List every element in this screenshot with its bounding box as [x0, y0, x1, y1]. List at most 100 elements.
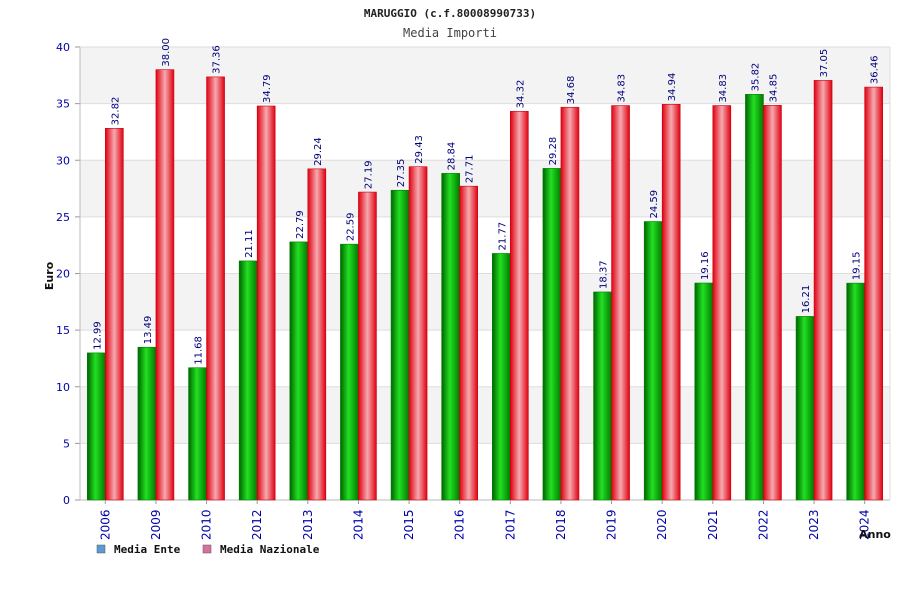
bar-media-nazionale-2021: [712, 105, 732, 501]
x-axis-ticks: 2006 2009 2010 2012 2013 2014 2015 2016 2017 2018…: [98, 500, 872, 540]
value-label-media-ente-2021: 19.16: [700, 251, 711, 280]
value-label-media-ente-2009: 13.49: [143, 316, 154, 345]
value-label-media-ente-2018: 29.28: [548, 137, 559, 166]
bar-media-nazionale-2010: [206, 76, 225, 501]
value-label-media-nazionale-2006: 32.82: [110, 97, 121, 126]
value-label-media-ente-2012: 21.11: [244, 229, 255, 258]
value-label-media-nazionale-2020: 34.94: [667, 73, 678, 102]
value-label-media-ente-2023: 16.21: [801, 285, 812, 314]
bar-media-ente-2017: [492, 253, 511, 501]
value-label-media-nazionale-2013: 29.24: [313, 137, 324, 166]
x-tick-label-2024: 2024: [858, 509, 872, 540]
value-label-media-ente-2006: 12.99: [92, 321, 103, 350]
value-label-media-ente-2024: 19.15: [852, 251, 863, 280]
x-tick-label-2023: 2023: [807, 509, 821, 540]
x-tick-label-2006: 2006: [98, 509, 112, 540]
y-tick-label: 5: [63, 437, 70, 450]
value-label-media-ente-2017: 21.77: [497, 222, 508, 251]
value-label-media-ente-2015: 27.35: [396, 159, 407, 188]
y-axis-label: Euro: [43, 261, 56, 290]
bar-media-ente-2019: [593, 291, 612, 501]
bar-media-ente-2020: [643, 221, 663, 501]
bar-media-ente-2015: [390, 189, 410, 501]
value-label-media-nazionale-2017: 34.32: [515, 80, 526, 109]
y-tick-label: 0: [63, 494, 70, 507]
x-tick-label-2022: 2022: [756, 509, 770, 540]
chart-subtitle: Media Importi: [403, 26, 497, 40]
value-label-media-nazionale-2018: 34.68: [566, 76, 577, 105]
legend-label-media-nazionale: Media Nazionale: [220, 543, 320, 556]
bars: [87, 69, 883, 501]
x-tick-label-2017: 2017: [503, 509, 517, 540]
chart-title: MARUGGIO (c.f.80008990733): [364, 7, 536, 20]
bar-media-nazionale-2013: [307, 168, 327, 501]
bar-media-nazionale-2014: [358, 191, 377, 501]
y-tick-label: 15: [56, 324, 70, 337]
bar-media-ente-2009: [137, 346, 157, 501]
legend: Media Ente Media Nazionale: [96, 543, 320, 556]
x-axis-label: Anno: [859, 528, 891, 541]
bar-media-ente-2012: [238, 260, 258, 501]
x-tick-label-2010: 2010: [200, 509, 214, 540]
value-label-media-nazionale-2014: 27.19: [363, 160, 374, 189]
y-tick-label: 25: [56, 211, 70, 224]
bar-media-ente-2013: [289, 241, 309, 501]
value-label-media-nazionale-2023: 37.05: [819, 49, 830, 78]
bar-media-nazionale-2016: [459, 185, 478, 501]
bar-media-ente-2006: [87, 352, 106, 501]
value-label-media-nazionale-2009: 38.00: [161, 38, 172, 67]
legend-label-media-ente: Media Ente: [114, 543, 181, 556]
y-tick-label: 35: [56, 98, 70, 111]
value-label-media-ente-2019: 18.37: [599, 260, 610, 289]
bar-media-nazionale-2019: [611, 105, 630, 501]
bar-media-ente-2021: [694, 282, 714, 501]
value-label-media-ente-2013: 22.79: [295, 210, 306, 239]
x-tick-label-2019: 2019: [605, 509, 619, 540]
value-label-media-nazionale-2021: 34.83: [718, 74, 729, 103]
x-tick-label-2016: 2016: [453, 509, 467, 540]
bar-media-nazionale-2018: [560, 106, 580, 501]
y-axis-ticks: 0 5 10 15 20 25 30 35 40: [56, 41, 70, 507]
value-labels: 12.99 32.82 13.49 38.00 11.68 37.36 21.11 34.79…: [92, 38, 880, 365]
y-tick-label: 20: [56, 268, 70, 281]
legend-swatch-media-nazionale: [202, 544, 212, 554]
bar-media-nazionale-2024: [864, 86, 883, 501]
bar-media-nazionale-2020: [661, 104, 681, 501]
value-label-media-ente-2010: 11.68: [194, 336, 205, 365]
x-tick-label-2009: 2009: [149, 509, 163, 540]
legend-swatch-media-ente: [96, 544, 106, 554]
bar-media-nazionale-2006: [105, 128, 124, 501]
value-label-media-nazionale-2010: 37.36: [212, 45, 223, 74]
bar-media-ente-2023: [795, 316, 815, 501]
bar-media-ente-2024: [846, 282, 865, 501]
bar-media-ente-2010: [188, 367, 207, 501]
x-tick-label-2018: 2018: [554, 509, 568, 540]
y-tick-label: 40: [56, 41, 70, 54]
bar-media-nazionale-2009: [155, 69, 175, 501]
value-label-media-nazionale-2024: 36.46: [870, 55, 881, 84]
value-label-media-ente-2014: 22.59: [345, 213, 356, 242]
value-label-media-nazionale-2022: 34.85: [768, 74, 779, 103]
value-label-media-nazionale-2019: 34.83: [617, 74, 628, 103]
bar-media-ente-2014: [340, 243, 359, 501]
bar-media-ente-2018: [542, 168, 562, 501]
x-tick-label-2014: 2014: [351, 509, 365, 540]
value-label-media-ente-2022: 35.82: [750, 63, 761, 92]
bar-media-nazionale-2012: [256, 105, 276, 501]
bar-media-nazionale-2023: [813, 80, 833, 501]
bar-media-nazionale-2015: [408, 166, 428, 501]
value-label-media-nazionale-2012: 34.79: [262, 74, 273, 103]
bar-media-nazionale-2022: [763, 105, 782, 501]
value-label-media-ente-2020: 24.59: [649, 190, 660, 219]
y-tick-label: 30: [56, 154, 70, 167]
x-tick-label-2020: 2020: [655, 509, 669, 540]
x-tick-label-2021: 2021: [706, 509, 720, 540]
value-label-media-nazionale-2015: 29.43: [414, 135, 425, 164]
x-tick-label-2012: 2012: [250, 509, 264, 540]
value-label-media-nazionale-2016: 27.71: [465, 155, 476, 184]
x-tick-label-2013: 2013: [301, 509, 315, 540]
value-label-media-ente-2016: 28.84: [447, 142, 458, 171]
bar-media-nazionale-2017: [510, 111, 529, 501]
bar-media-ente-2016: [441, 173, 460, 501]
